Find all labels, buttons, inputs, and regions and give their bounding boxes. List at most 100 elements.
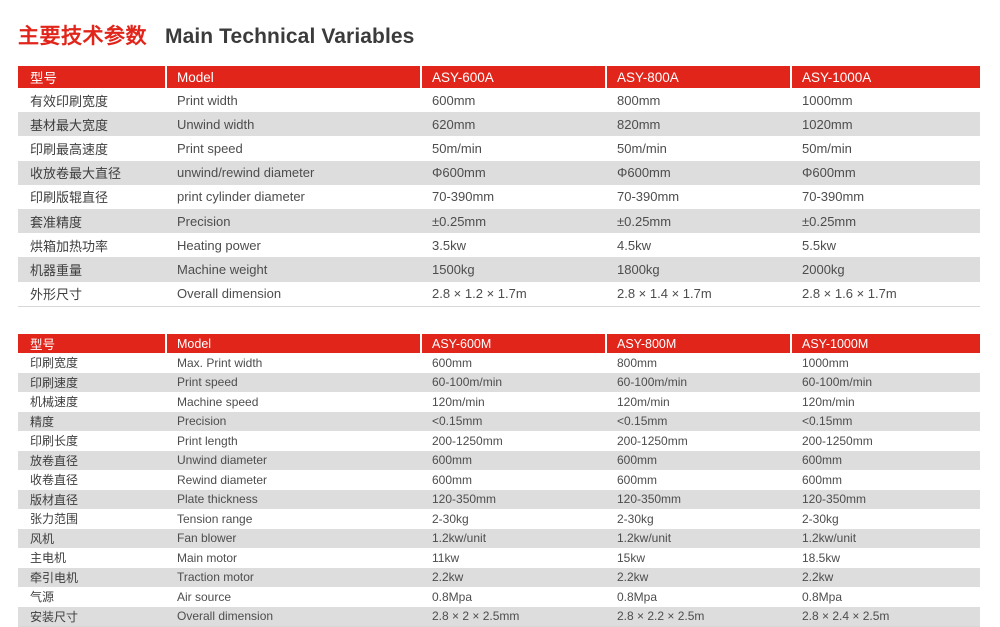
cell-text: 印刷速度 xyxy=(30,375,79,390)
cell-text: 60-100m/min xyxy=(432,375,503,390)
spec-table-asy-m-series: 型号 Model ASY-600M ASY-800M ASY-1000M 印刷宽… xyxy=(18,334,980,627)
spec-label-en: Precision xyxy=(165,412,420,432)
cell-text: 1000mm xyxy=(802,92,853,108)
spec-value: 120-350mm xyxy=(605,490,790,510)
cell-text: 收卷直径 xyxy=(30,473,79,488)
cell-text: 11kw xyxy=(432,550,460,565)
cell-text: 600mm xyxy=(617,472,658,487)
spec-value: 1000mm xyxy=(790,353,980,373)
spec-label-en: unwind/rewind diameter xyxy=(165,161,420,185)
spec-label-cn: 收放卷最大直径 xyxy=(18,161,165,185)
table-b-col-header-asy-800m: ASY-800M xyxy=(605,334,790,353)
cell-text: 1020mm xyxy=(802,116,853,132)
spec-label-cn: 牵引电机 xyxy=(18,568,165,588)
cell-text: Print speed xyxy=(177,140,243,156)
cell-text: 0.8Mpa xyxy=(617,589,658,604)
spec-value: 620mm xyxy=(420,112,605,136)
spec-label-en: Machine weight xyxy=(165,257,420,281)
spec-label-cn: 主电机 xyxy=(18,548,165,568)
spec-value: 1.2kw/unit xyxy=(605,529,790,549)
table-row: 套准精度 Precision ±0.25mm ±0.25mm ±0.25mm xyxy=(18,208,980,234)
spec-value: 2.8 × 2.4 × 2.5m xyxy=(790,607,980,627)
spec-label-en: Overall dimension xyxy=(165,607,420,627)
cell-text: 2.8 × 1.2 × 1.7m xyxy=(432,286,527,302)
spec-label-en: Print length xyxy=(165,431,420,451)
spec-label-cn: 放卷直径 xyxy=(18,451,165,471)
table-row: 版材直径 Plate thickness 120-350mm 120-350mm 120… xyxy=(18,489,980,510)
table-row: 精度 Precision <0.15mm <0.15mm <0.15mm xyxy=(18,411,980,432)
cell-text: 60-100m/min xyxy=(617,375,688,390)
spec-value: 820mm xyxy=(605,112,790,136)
cell-text: 800mm xyxy=(617,355,658,370)
spec-value: 1800kg xyxy=(605,257,790,281)
spec-label-cn: 机械速度 xyxy=(18,392,165,412)
cell-text: 620mm xyxy=(432,116,476,132)
cell-text: Print speed xyxy=(177,375,238,390)
table-bottom-rule-cell xyxy=(18,305,980,307)
cell-text: 1.2kw/unit xyxy=(617,531,672,546)
table-row: 印刷最高速度 Print speed 50m/min 50m/min 50m/min xyxy=(18,136,980,161)
cell-text: 套准精度 xyxy=(30,214,83,230)
spec-value: 2-30kg xyxy=(790,509,980,529)
table-b-col-header-model-en: Model xyxy=(165,334,420,353)
page-title: 主要技术参数 Main Technical Variables xyxy=(18,26,414,47)
cell-text: 50m/min xyxy=(802,140,852,156)
cell-text: Φ600mm xyxy=(617,165,671,181)
cell-text: 600mm xyxy=(432,453,473,468)
table-b-header-row: 型号 Model ASY-600M ASY-800M ASY-1000M xyxy=(18,334,980,353)
spec-value: 15kw xyxy=(605,548,790,568)
table-row: 气源 Air source 0.8Mpa 0.8Mpa 0.8Mpa xyxy=(18,587,980,607)
cell-text: 50m/min xyxy=(432,140,482,156)
cell-text: 5.5kw xyxy=(802,237,836,253)
cell-text: 2.8 × 1.4 × 1.7m xyxy=(617,286,712,302)
cell-text: 收放卷最大直径 xyxy=(30,166,122,182)
spec-value: 600mm xyxy=(420,470,605,490)
cell-text: Machine weight xyxy=(177,261,268,277)
table-a-body: 有效印刷宽度 Print width 600mm 800mm 1000mm 基材最大宽度 U… xyxy=(18,88,980,307)
spec-label-cn: 基材最大宽度 xyxy=(18,112,165,136)
page-title-chinese: 主要技术参数 xyxy=(18,25,147,48)
cell-text: 风机 xyxy=(30,531,55,546)
cell-text: 600mm xyxy=(802,472,843,487)
cell-text: 印刷宽度 xyxy=(30,356,79,371)
cell-text: 600mm xyxy=(432,355,473,370)
spec-value: 60-100m/min xyxy=(420,373,605,393)
table-row: 机械速度 Machine speed 120m/min 120m/min 120m/mi… xyxy=(18,392,980,412)
spec-value: 600mm xyxy=(790,470,980,490)
table-row: 放卷直径 Unwind diameter 600mm 600mm 600mm xyxy=(18,450,980,471)
cell-text: 200-1250mm xyxy=(617,433,688,448)
spec-label-en: Print width xyxy=(165,88,420,112)
cell-text: 120-350mm xyxy=(617,492,682,507)
spec-label-cn: 有效印刷宽度 xyxy=(18,88,165,112)
spec-value: ±0.25mm xyxy=(420,209,605,233)
spec-value: 120m/min xyxy=(790,392,980,412)
spec-value: 200-1250mm xyxy=(420,431,605,451)
cell-text: 版材直径 xyxy=(30,492,79,507)
cell-text: 烘箱加热功率 xyxy=(30,238,109,254)
spec-label-en: print cylinder diameter xyxy=(165,185,420,209)
cell-text: 2-30kg xyxy=(802,511,839,526)
spec-value: 120-350mm xyxy=(420,490,605,510)
spec-label-en: Print speed xyxy=(165,373,420,393)
spec-label-cn: 印刷最高速度 xyxy=(18,136,165,160)
cell-text: 70-390mm xyxy=(802,189,865,205)
cell-text: <0.15mm xyxy=(617,414,668,429)
table-row: 烘箱加热功率 Heating power 3.5kw 4.5kw 5.5kw xyxy=(18,233,980,258)
cell-text: 气源 xyxy=(30,590,55,605)
cell-text: 2.8 × 2.2 × 2.5m xyxy=(617,609,705,624)
cell-text: 印刷最高速度 xyxy=(30,141,109,157)
cell-text: 主电机 xyxy=(30,551,67,566)
cell-text: Unwind width xyxy=(177,116,255,132)
table-a-header: 型号 Model ASY-600A ASY-800A ASY-1000A xyxy=(18,66,980,88)
spec-value: 2-30kg xyxy=(420,509,605,529)
table-a-col-header-model-en: Model xyxy=(165,66,420,88)
cell-text: 1800kg xyxy=(617,261,660,277)
cell-text: 2.8 × 1.6 × 1.7m xyxy=(802,286,897,302)
cell-text: 70-390mm xyxy=(432,189,495,205)
spec-value: 2.2kw xyxy=(605,568,790,588)
cell-text: Φ600mm xyxy=(802,165,856,181)
table-b-header: 型号 Model ASY-600M ASY-800M ASY-1000M xyxy=(18,334,980,353)
table-row: 风机 Fan blower 1.2kw/unit 1.2kw/unit 1.2kw/un… xyxy=(18,528,980,549)
spec-label-en: Traction motor xyxy=(165,568,420,588)
spec-value: 1.2kw/unit xyxy=(790,529,980,549)
